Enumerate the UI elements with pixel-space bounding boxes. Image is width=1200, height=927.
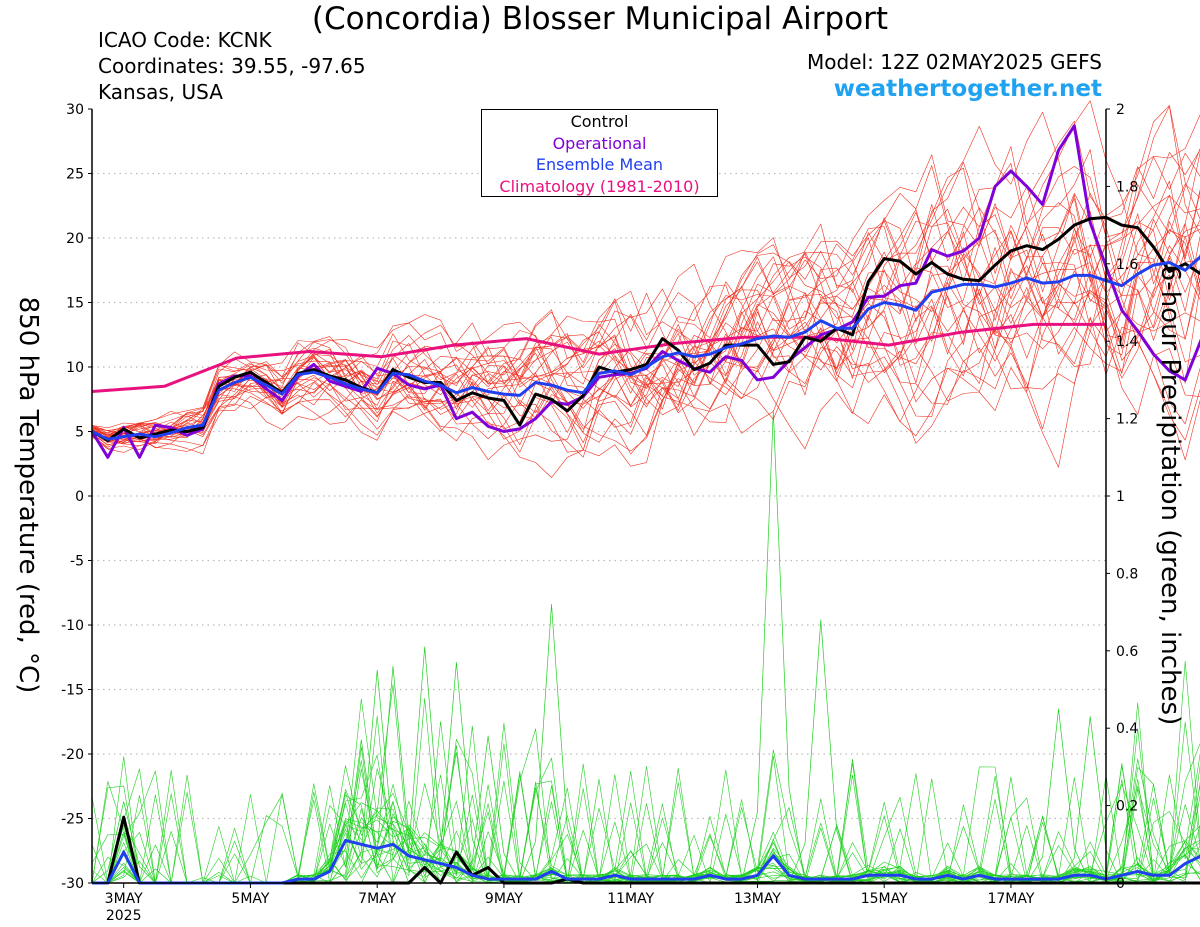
legend-control: Control [570,112,629,131]
climatology-line [91,322,1106,393]
temp-member-line [91,151,1200,434]
temp-member-line [91,100,1200,443]
y-tick-label: -10 [61,618,84,634]
y-tick-label: 20 [66,231,84,247]
temp-members [91,100,1200,478]
y2-tick-label: 0.4 [1116,721,1138,737]
legend-climatology: Climatology (1981-2010) [499,176,700,196]
y2-tick-labels: 2 1.8 1.6 1.4 1.2 1 0.8 0.6 0.4 0.2 0 [1106,102,1138,892]
y-tick-label: 30 [66,102,84,118]
precip-spike [788,619,853,884]
temp-member-line [91,106,1200,455]
y2-tick-label: 1.6 [1116,257,1138,273]
y-tick-label: 5 [75,425,84,441]
model-run: Model: 12Z 02MAY2025 GEFS [807,50,1102,74]
temp-member-line [91,188,1200,441]
x-tick-label: 13MAY [734,891,781,907]
precip-spike [1058,716,1123,884]
y-tick-label: -25 [61,812,84,828]
y2-tick-label: 1.8 [1116,179,1138,195]
y-tick-label: 15 [66,296,84,312]
temp-member-line [91,249,1200,435]
coordinates: Coordinates: 39.55, -97.65 [98,54,366,78]
operational-temp-line [90,124,1200,459]
ensemble-mean-temp-line [91,255,1200,441]
chart-title: (Concordia) Blosser Municipal Airport [311,1,889,37]
y-tick-label: 0 [75,489,84,505]
temp-member-line [91,195,1200,442]
temp-member-line [91,154,1200,441]
temp-member-line [91,228,1200,446]
x-tick-labels: 3MAY 5MAY 7MAY 9MAY 11MAY 13MAY 15MAY 17MAY 2025 [105,883,1035,924]
y2-tick-label: 1.2 [1116,412,1138,428]
y2-tick-label: 0 [1116,876,1125,892]
y2-tick-label: 0.2 [1116,799,1138,815]
x-tick-label: 7MAY [358,891,396,907]
legend-ensemble-mean: Ensemble Mean [535,155,664,174]
temp-member-line [91,243,1200,441]
y-tick-label: 10 [66,360,84,376]
x-tick-label: 9MAY [485,891,523,907]
y2-tick-label: 0.8 [1116,566,1138,582]
site-link[interactable]: weathertogether.net [833,76,1102,102]
precip-spike [392,646,457,884]
y-tick-label: -5 [70,554,84,570]
y2-tick-label: 2 [1116,102,1125,118]
precip-spike [1026,708,1091,884]
y2-axis-label: 6-hour Precipitation (green, inches) [1155,264,1185,726]
y-tick-label: 25 [66,167,84,183]
y-axis-label: 850 hPa Temperature (red, °C) [13,296,43,694]
precip-spike [91,801,156,884]
y-tick-label: -15 [61,683,84,699]
precip-spike [360,665,426,884]
temp-member-line [91,163,1200,436]
x-tick-label: 5MAY [231,891,269,907]
y2-tick-label: 1.4 [1116,334,1138,350]
temp-member-line [91,114,1200,444]
legend: Control Operational Ensemble Mean Climat… [481,109,718,197]
y-tick-label: -30 [61,876,84,892]
precip-spike [345,669,410,884]
precip-spike [329,739,394,884]
location: Kansas, USA [98,80,223,104]
y-tick-label: -20 [61,747,84,763]
temp-member-line [91,235,1200,449]
x-tick-label: 11MAY [607,891,654,907]
temp-member-line [91,166,1200,452]
y2-tick-label: 0.6 [1116,644,1138,660]
legend-operational: Operational [552,133,647,153]
x-tick-label: 3MAY [105,891,143,907]
icao-code: ICAO Code: KCNK [98,28,272,52]
precip-spike [519,604,584,884]
y2-tick-label: 1 [1116,489,1125,505]
x-tick-label: 15MAY [861,891,908,907]
x-tick-label: 17MAY [987,891,1034,907]
temp-member-line [91,167,1200,443]
y-tick-labels: 30 25 20 15 10 5 0 -5 -10 -15 -20 -25 -30 [61,102,92,892]
x-tick-year: 2025 [106,908,142,924]
